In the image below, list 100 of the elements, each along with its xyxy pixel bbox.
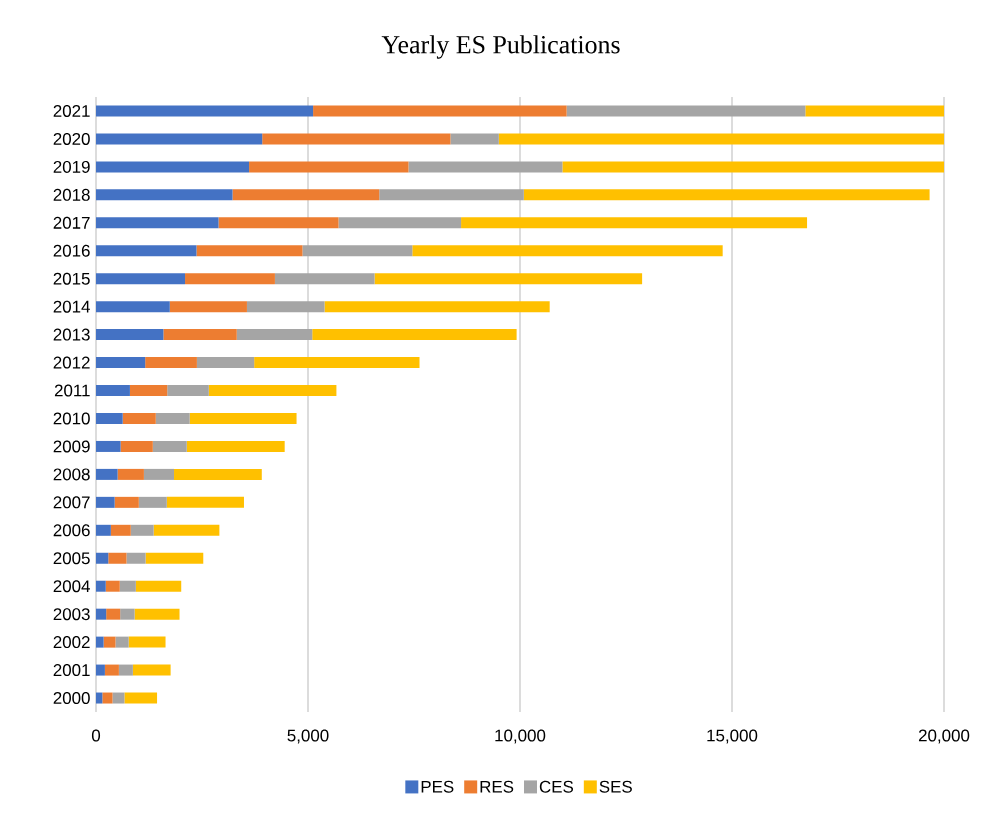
y-tick-label: 2013 <box>53 328 90 341</box>
legend-label: CES <box>539 780 574 793</box>
bar <box>152 440 187 452</box>
bar <box>145 552 204 564</box>
bar <box>96 608 107 620</box>
bar <box>169 301 247 313</box>
bar <box>96 636 104 648</box>
bar <box>166 496 244 508</box>
bar <box>96 385 130 397</box>
bar <box>498 133 945 145</box>
bar <box>145 357 197 369</box>
bar <box>120 440 153 452</box>
bar <box>112 692 125 704</box>
bar <box>120 608 135 620</box>
bar <box>96 217 219 229</box>
y-tick-label: 2019 <box>53 160 90 173</box>
bar <box>566 105 806 117</box>
bar <box>196 245 303 257</box>
bar <box>115 636 129 648</box>
bar <box>135 580 182 592</box>
y-tick-label: 2007 <box>53 496 90 509</box>
bar <box>96 357 146 369</box>
y-tick-label: 2014 <box>53 300 90 313</box>
bar <box>118 664 133 676</box>
bar <box>143 468 175 480</box>
x-tick-label: 10,000 <box>495 729 546 744</box>
bar <box>96 524 111 536</box>
bar <box>189 412 297 424</box>
legend-label: PES <box>421 780 454 793</box>
bar <box>126 552 146 564</box>
bar <box>96 412 123 424</box>
bar <box>134 608 180 620</box>
bar <box>218 217 339 229</box>
bar <box>174 468 262 480</box>
bar <box>412 245 723 257</box>
bar <box>96 161 250 173</box>
bar <box>124 692 158 704</box>
bar <box>96 133 263 145</box>
bar <box>129 385 168 397</box>
bar <box>96 552 109 564</box>
bar <box>96 245 197 257</box>
bar <box>96 105 314 117</box>
x-tick-label: 20,000 <box>918 729 970 744</box>
x-tick-label: 5,000 <box>287 729 329 744</box>
chart-title: Yearly ES Publications <box>381 35 620 59</box>
bar <box>104 664 119 676</box>
y-tick-label: 2005 <box>53 552 90 565</box>
bar <box>805 105 945 117</box>
bar <box>408 161 563 173</box>
bar <box>96 440 121 452</box>
y-tick-label: 2009 <box>53 440 90 453</box>
y-tick-label: 2006 <box>53 524 90 537</box>
legend-label: RES <box>480 780 514 793</box>
bar <box>114 496 139 508</box>
x-tick-label: 0 <box>91 729 101 742</box>
bar <box>208 385 337 397</box>
y-tick-label: 2004 <box>53 580 90 593</box>
bar <box>105 580 120 592</box>
bar <box>374 273 643 285</box>
y-tick-label: 2021 <box>53 104 90 117</box>
bar <box>324 301 550 313</box>
y-tick-label: 2011 <box>54 384 90 397</box>
bar <box>103 636 116 648</box>
bar <box>96 580 106 592</box>
bar <box>130 524 154 536</box>
legend-label: SES <box>599 780 632 793</box>
bar <box>122 412 156 424</box>
bar <box>262 133 451 145</box>
y-tick-label: 2015 <box>53 272 90 285</box>
bar <box>313 105 567 117</box>
bar <box>186 440 285 452</box>
bar <box>185 273 275 285</box>
bar <box>128 636 166 648</box>
y-tick-label: 2016 <box>53 244 90 257</box>
bar <box>523 189 930 201</box>
y-tick-label: 2012 <box>53 356 90 369</box>
bar <box>96 468 118 480</box>
bar <box>110 524 131 536</box>
bar <box>379 189 524 201</box>
bar <box>153 524 220 536</box>
y-tick-label: 2020 <box>53 132 90 145</box>
bar <box>246 301 325 313</box>
bar <box>108 552 127 564</box>
bar <box>119 580 136 592</box>
bar <box>196 357 255 369</box>
y-tick-label: 2000 <box>53 692 90 705</box>
y-tick-label: 2003 <box>53 608 90 621</box>
bar <box>96 301 170 313</box>
bar <box>312 329 517 341</box>
bar <box>450 133 499 145</box>
bar <box>117 468 144 480</box>
bar <box>96 496 115 508</box>
bar <box>302 245 413 257</box>
bar <box>138 496 167 508</box>
bar <box>132 664 171 676</box>
bar <box>96 189 233 201</box>
bar <box>96 273 186 285</box>
bar <box>106 608 121 620</box>
bar <box>167 385 209 397</box>
x-tick-label: 15,000 <box>707 729 758 744</box>
